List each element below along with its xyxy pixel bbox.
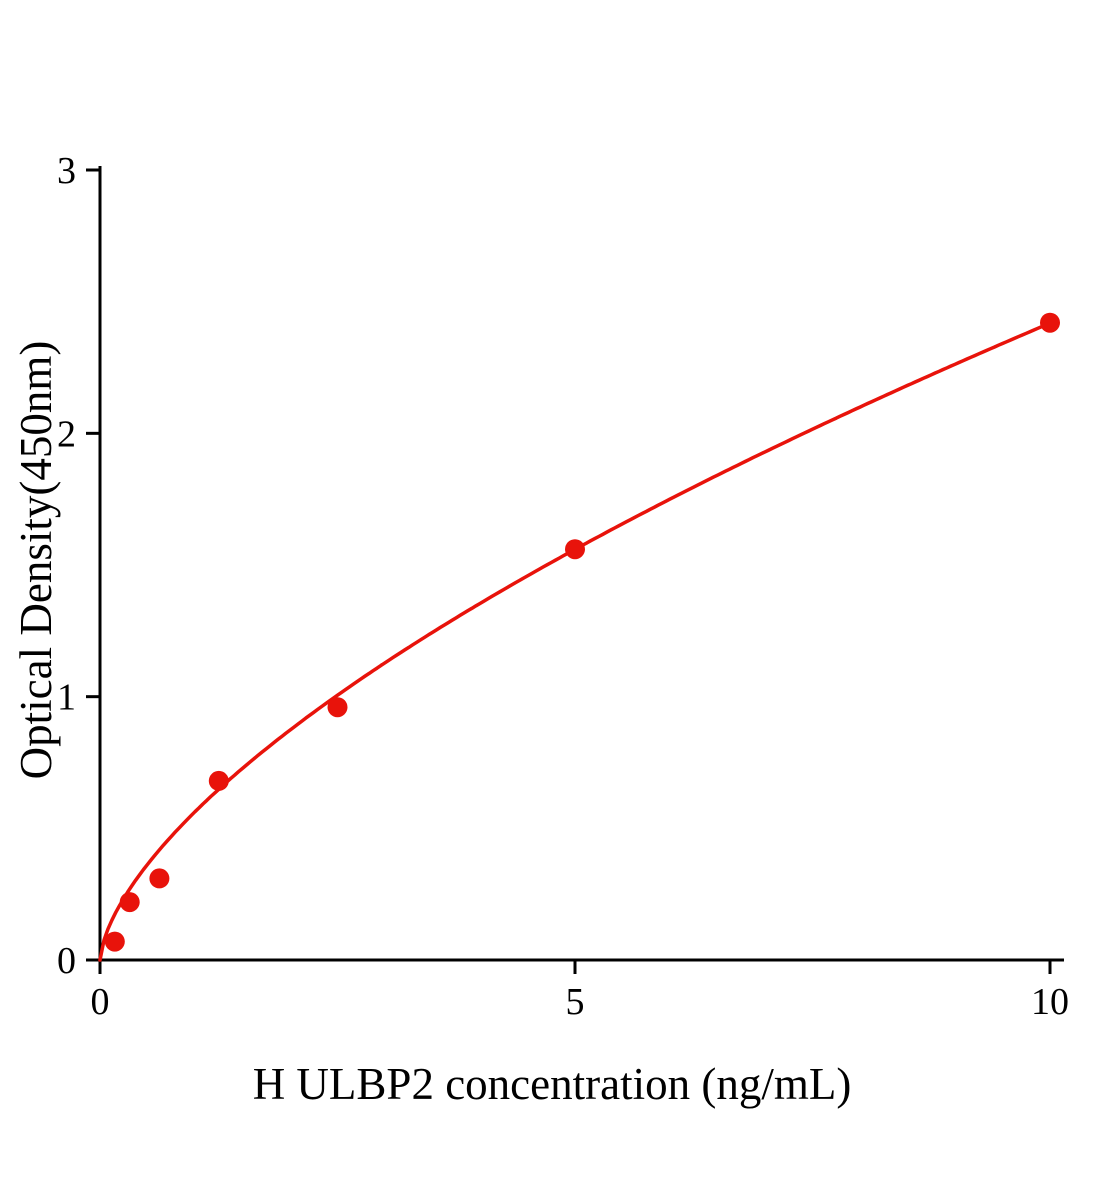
- y-tick-label: 1: [57, 677, 76, 719]
- y-axis-label: Optical Density(450nm): [11, 340, 61, 780]
- data-point: [104, 931, 125, 952]
- fit-curve: [98, 321, 1052, 962]
- data-point: [208, 770, 229, 791]
- x-axis-label: H ULBP2 concentration (ng/mL): [252, 1059, 852, 1109]
- y-tick-label: 3: [57, 150, 76, 192]
- data-point: [327, 697, 348, 718]
- x-tick-label: 0: [91, 981, 110, 1023]
- data-point: [119, 892, 140, 913]
- data-point: [1040, 312, 1060, 333]
- y-tick-label: 2: [57, 413, 76, 455]
- data-point: [149, 868, 170, 889]
- x-tick-label: 5: [566, 981, 585, 1023]
- data-point: [565, 539, 585, 560]
- x-tick-label: 10: [1031, 981, 1069, 1023]
- y-tick-label: 0: [57, 940, 76, 982]
